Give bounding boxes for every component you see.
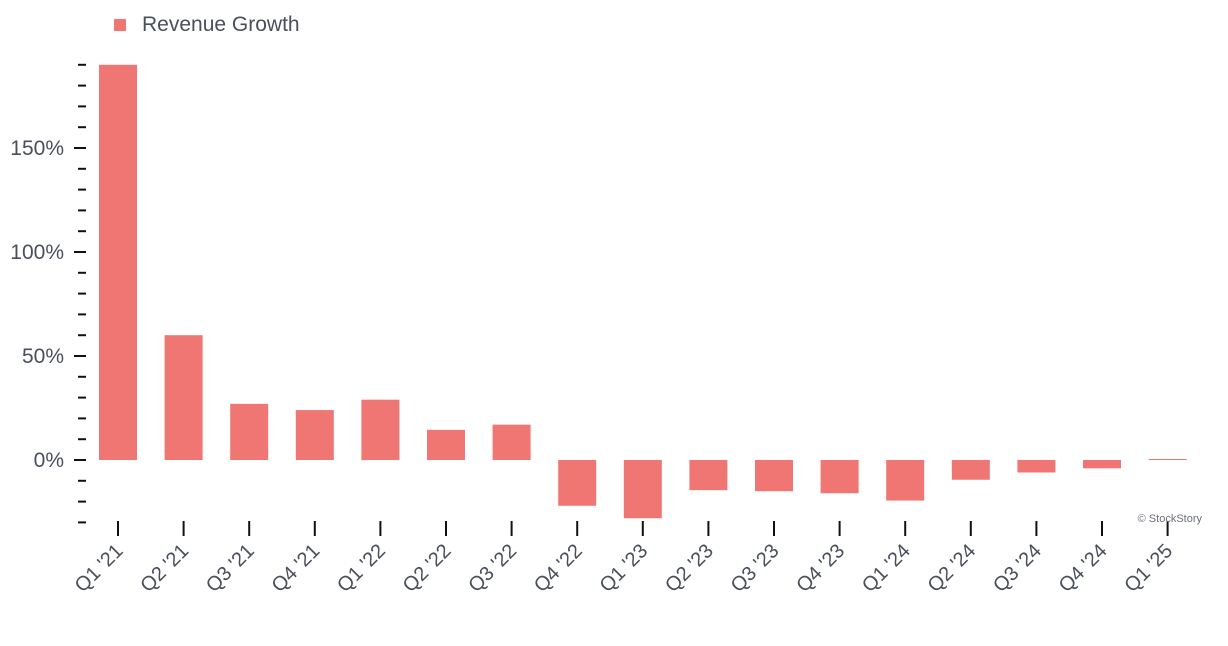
- x-tick-label: Q3 '22: [464, 540, 521, 597]
- bar: [99, 64, 137, 461]
- bar: [755, 460, 793, 492]
- bar: [820, 460, 859, 494]
- bar: [689, 460, 728, 491]
- bar: [427, 429, 465, 460]
- x-tick-label: Q1 '25: [1120, 540, 1177, 597]
- x-tick-label: Q1 '24: [858, 540, 915, 597]
- y-tick-label: 150%: [10, 137, 64, 160]
- bars: [99, 64, 1187, 519]
- y-axis: 0% 50% 100% 150%: [10, 63, 86, 524]
- x-tick-label: Q3 '23: [727, 540, 784, 597]
- x-tick-label: Q4 '21: [268, 540, 325, 597]
- x-tick-label: Q2 '22: [399, 540, 456, 597]
- bar: [558, 460, 597, 506]
- bar: [230, 403, 269, 460]
- x-axis: Q1 '21 Q2 '21 Q3 '21 Q4 '21 Q1 '22 Q2 '22 Q3 '…: [71, 521, 1177, 597]
- bar: [1083, 460, 1121, 469]
- x-tick-label: Q2 '21: [136, 540, 193, 597]
- legend-swatch: [114, 19, 126, 31]
- y-tick-label: 50%: [22, 345, 64, 368]
- bar: [1148, 458, 1187, 460]
- x-tick-label: Q4 '23: [792, 540, 849, 597]
- bar: [164, 335, 203, 460]
- x-tick-label: Q2 '23: [661, 540, 718, 597]
- x-tick-label: Q1 '21: [71, 540, 128, 597]
- legend: Revenue Growth: [114, 13, 300, 36]
- bar: [623, 460, 662, 519]
- bar: [1017, 460, 1056, 473]
- bar: [951, 460, 990, 480]
- bar: [295, 410, 334, 460]
- x-tick-label: Q4 '22: [530, 540, 587, 597]
- bar: [361, 399, 400, 460]
- x-tick-label: Q3 '21: [202, 540, 259, 597]
- x-tick-label: Q2 '24: [924, 540, 981, 597]
- bar: [886, 460, 925, 501]
- y-tick-label: 100%: [10, 241, 64, 264]
- credit-text: © StockStory: [1138, 513, 1203, 525]
- x-tick-label: Q1 '23: [596, 540, 653, 597]
- x-tick-label: Q3 '24: [989, 540, 1046, 597]
- y-tick-label: 0%: [34, 449, 64, 472]
- bar: [492, 424, 531, 460]
- legend-label: Revenue Growth: [142, 13, 300, 36]
- x-tick-label: Q4 '24: [1055, 540, 1112, 597]
- x-tick-label: Q1 '22: [333, 540, 390, 597]
